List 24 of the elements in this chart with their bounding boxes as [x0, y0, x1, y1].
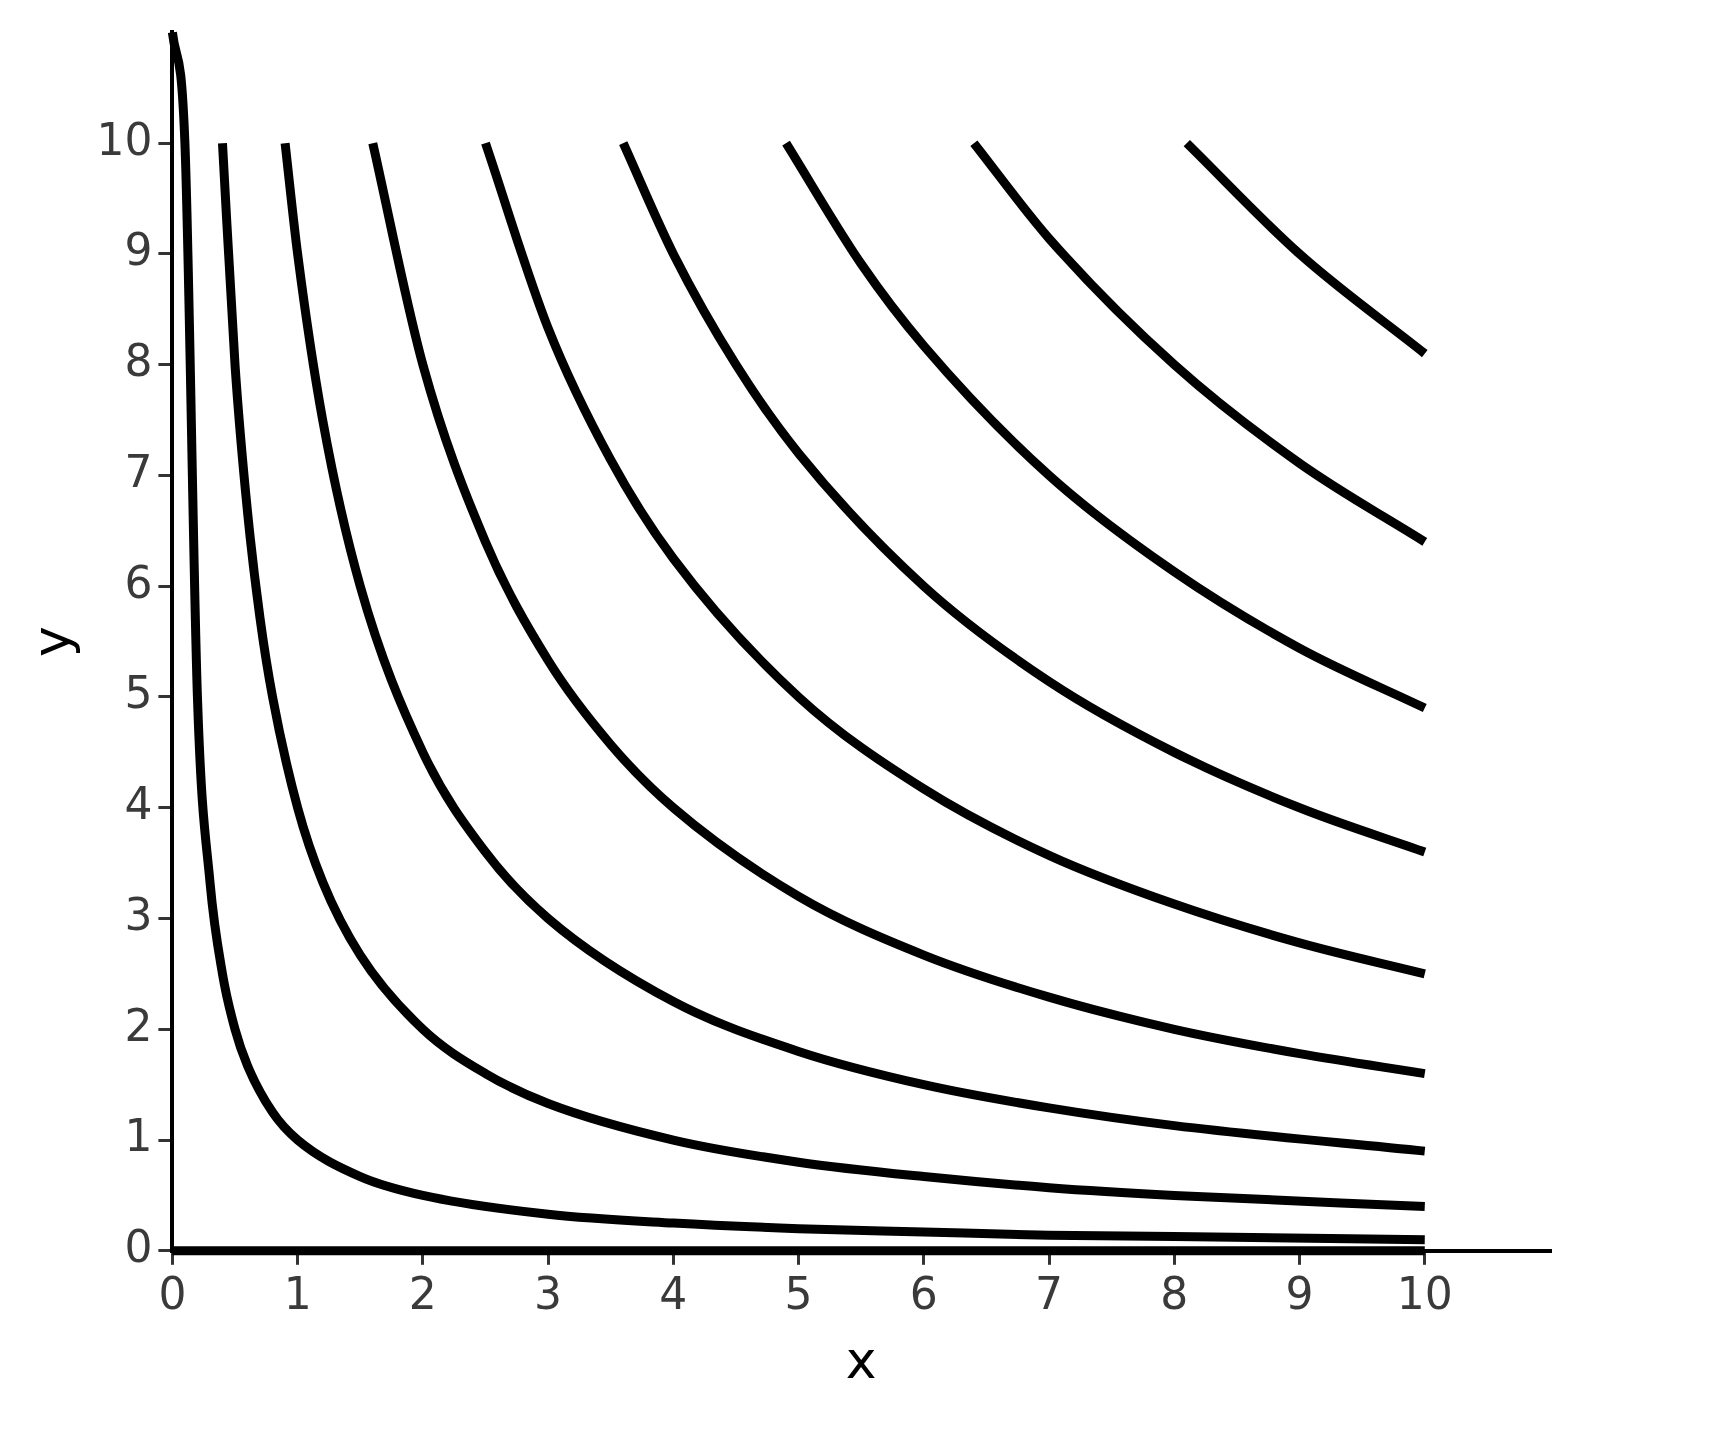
y-tick-label: 0: [124, 1221, 153, 1273]
y-axis-title: y: [20, 626, 81, 657]
y-tick-label: 4: [124, 778, 153, 830]
y-tick-label: 1: [124, 1110, 153, 1162]
y-tick-label: 8: [124, 335, 153, 387]
x-tick-label: 10: [1396, 1267, 1453, 1319]
x-tick-label: 0: [158, 1267, 187, 1319]
x-tick-label: 5: [784, 1267, 813, 1319]
x-tick-label: 7: [1035, 1267, 1064, 1319]
x-tick-label: 3: [534, 1267, 563, 1319]
y-tick-label: 6: [124, 556, 153, 608]
y-tick-label: 7: [124, 445, 153, 497]
y-tick-label: 9: [124, 224, 153, 276]
x-tick-label: 4: [659, 1267, 688, 1319]
x-tick-label: 8: [1160, 1267, 1189, 1319]
y-tick-label: 2: [124, 999, 153, 1051]
x-tick-label: 1: [283, 1267, 312, 1319]
x-tick-label: 2: [408, 1267, 437, 1319]
y-tick-label: 5: [124, 667, 153, 719]
y-tick-label: 10: [96, 113, 153, 165]
y-tick-label: 3: [124, 888, 153, 940]
x-tick-label: 9: [1285, 1267, 1314, 1319]
x-axis-title: x: [845, 1330, 877, 1391]
x-tick-label: 6: [909, 1267, 938, 1319]
